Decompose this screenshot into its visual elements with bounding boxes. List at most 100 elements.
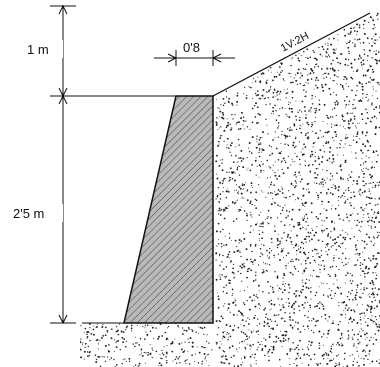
soil-dot <box>117 333 120 336</box>
soil-dot <box>293 312 295 314</box>
soil-dot <box>258 139 261 141</box>
soil-dot <box>228 336 230 338</box>
soil-dot <box>219 159 221 161</box>
soil-dot <box>371 220 373 222</box>
soil-dot <box>242 166 245 169</box>
soil-dot <box>362 74 365 76</box>
soil-dot <box>241 340 243 343</box>
soil-dot <box>259 255 261 258</box>
soil-dot <box>313 57 316 59</box>
soil-dot <box>280 71 282 74</box>
soil-dot <box>124 358 126 360</box>
soil-dot <box>239 187 242 190</box>
soil-dot <box>229 325 232 328</box>
soil-dot <box>238 157 240 159</box>
soil-dot <box>285 267 287 269</box>
soil-dot <box>341 194 344 197</box>
soil-dot <box>284 137 287 139</box>
soil-dot <box>236 100 239 103</box>
soil-dot <box>347 85 350 88</box>
soil-dot <box>110 337 113 340</box>
soil-dot <box>280 161 283 163</box>
soil-dot <box>358 364 360 367</box>
soil-dot <box>223 351 226 353</box>
soil-dot <box>290 218 293 221</box>
soil-dot <box>350 196 352 199</box>
soil-dot <box>275 340 278 343</box>
soil-dot <box>319 301 321 303</box>
soil-dot <box>295 115 297 118</box>
soil-dot <box>236 104 238 106</box>
soil-dot <box>249 318 251 320</box>
soil-dot <box>95 358 98 361</box>
soil-dot <box>299 227 302 230</box>
soil-dot <box>250 191 252 194</box>
soil-dot <box>373 221 376 223</box>
soil-dot <box>330 359 332 361</box>
soil-dot <box>276 324 278 326</box>
soil-dot <box>239 127 242 130</box>
soil-dot <box>268 325 270 328</box>
soil-dot <box>349 280 351 282</box>
soil-dot <box>315 275 318 278</box>
soil-dot <box>302 285 305 288</box>
soil-dot <box>274 161 276 163</box>
soil-dot <box>359 341 361 343</box>
soil-dot <box>374 265 377 268</box>
soil-dot <box>367 150 369 152</box>
soil-dot <box>229 311 231 313</box>
soil-dot <box>255 271 257 273</box>
soil-dot <box>87 355 89 358</box>
soil-dot <box>294 180 297 182</box>
soil-dot <box>376 262 379 265</box>
soil-dot <box>312 142 315 145</box>
soil-dot <box>289 287 291 289</box>
soil-dot <box>265 81 267 83</box>
soil-dot <box>295 176 297 178</box>
soil-dot <box>249 231 252 234</box>
soil-dot <box>299 181 302 183</box>
soil-dot <box>351 336 353 338</box>
soil-dot <box>335 362 336 364</box>
soil-dot <box>330 208 333 210</box>
soil-dot <box>274 104 276 106</box>
soil-dot <box>353 135 355 137</box>
soil-dot <box>298 158 301 161</box>
soil-dot <box>264 339 267 341</box>
soil-dot <box>341 86 344 88</box>
soil-dot <box>363 286 365 288</box>
soil-dot <box>249 200 252 203</box>
soil-dot <box>250 184 253 187</box>
soil-dot <box>197 332 199 334</box>
soil-dot <box>328 157 331 160</box>
soil-dot <box>327 357 329 359</box>
soil-dot <box>251 203 253 206</box>
soil-dot <box>345 236 347 239</box>
soil-dot <box>334 104 337 106</box>
soil-dot <box>333 283 335 285</box>
soil-dot <box>191 341 194 344</box>
soil-dot <box>368 49 371 52</box>
soil-dot <box>366 70 369 72</box>
soil-dot <box>101 356 103 358</box>
soil-dot <box>337 329 340 331</box>
soil-dot <box>339 125 341 126</box>
soil-dot <box>249 211 251 213</box>
soil-dot <box>288 116 291 119</box>
soil-dot <box>328 87 331 90</box>
soil-dot <box>230 154 233 157</box>
soil-dot <box>217 213 220 215</box>
soil-dot <box>235 189 237 191</box>
soil-dot <box>345 200 347 202</box>
soil-dot <box>362 184 364 187</box>
soil-dot <box>334 295 335 297</box>
soil-dot <box>348 334 350 336</box>
soil-dot <box>231 345 234 348</box>
soil-dot <box>326 337 328 339</box>
soil-dot <box>335 265 338 268</box>
soil-dot <box>372 343 375 345</box>
soil-dot <box>320 250 323 252</box>
soil-dot <box>294 152 296 154</box>
soil-dot <box>368 202 370 204</box>
soil-dot <box>334 52 336 55</box>
